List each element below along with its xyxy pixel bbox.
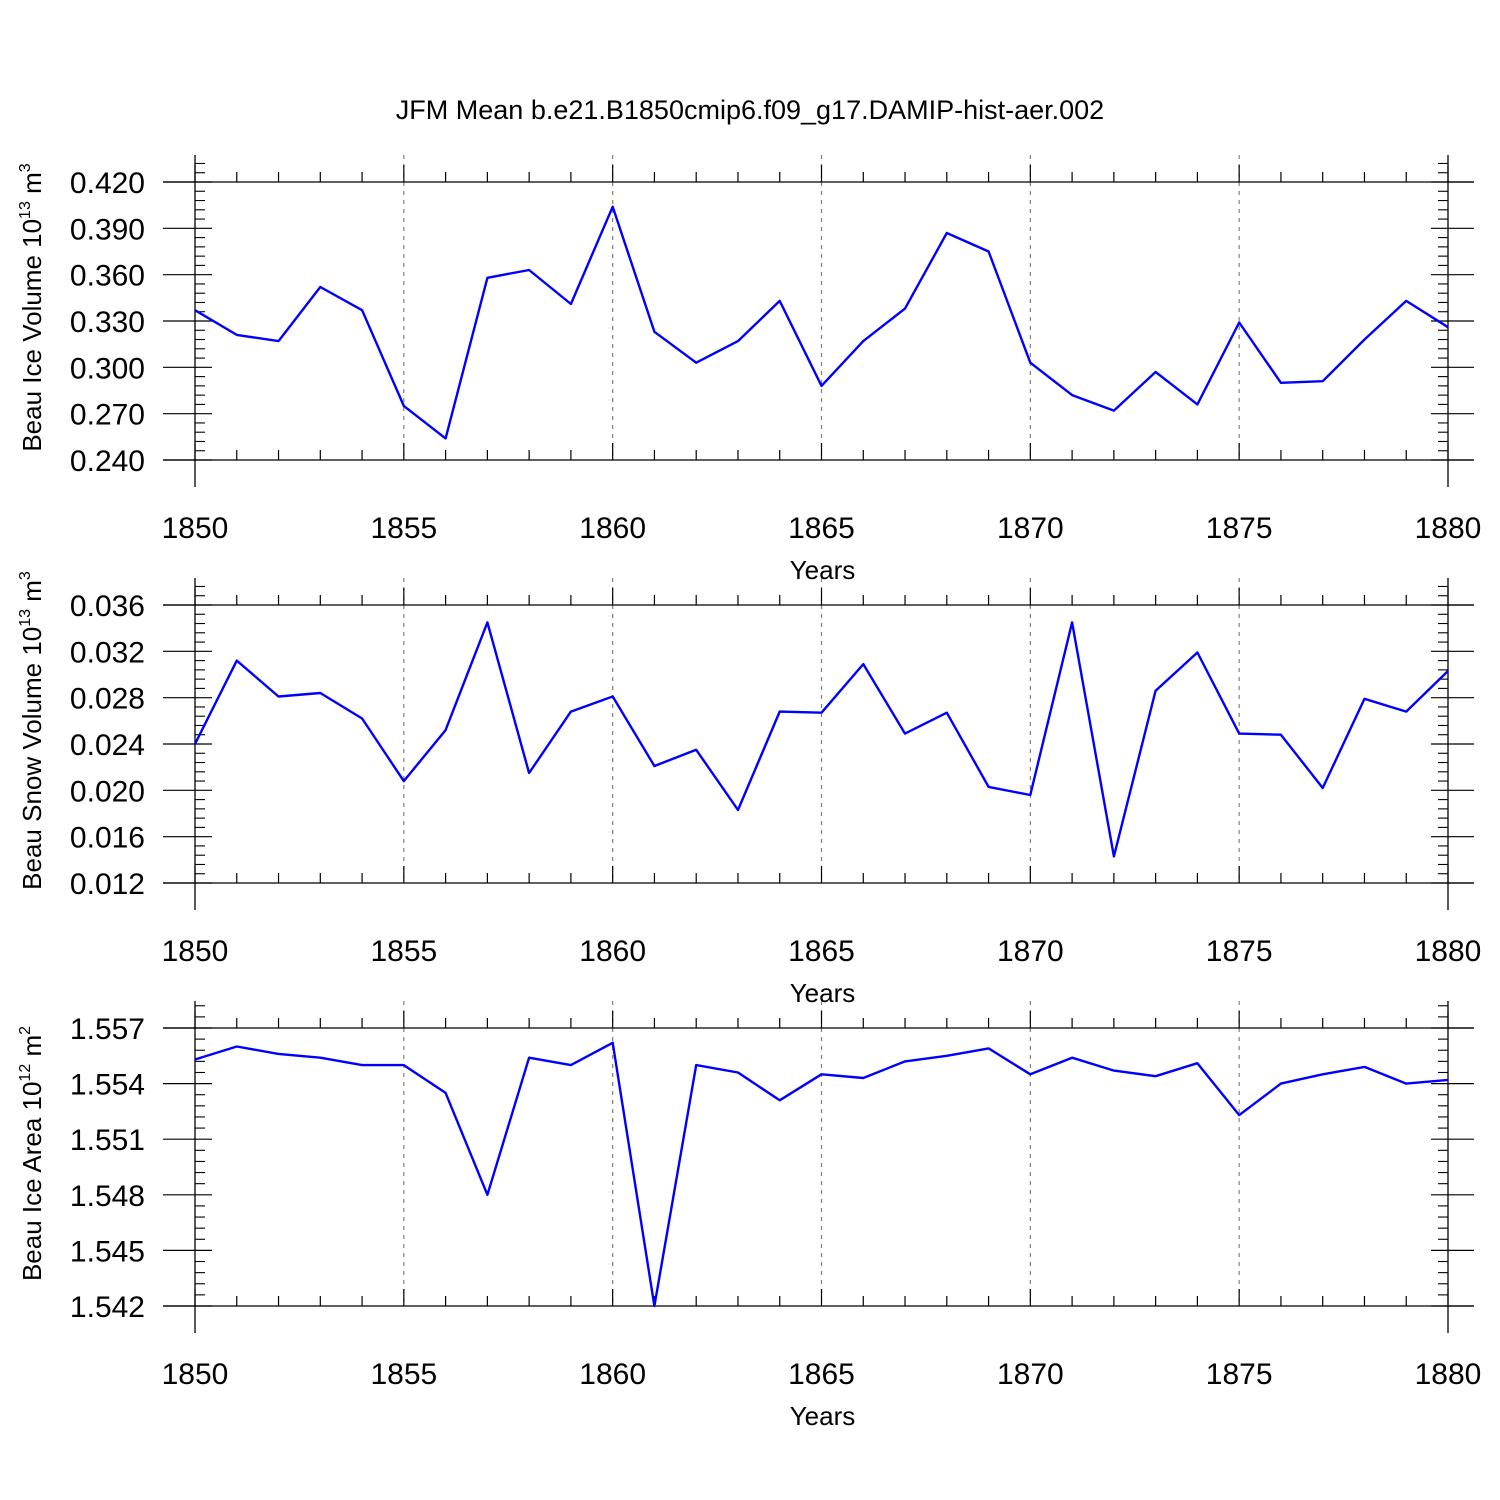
x-tick-label: 1875	[1206, 512, 1273, 545]
x-axis-title: Years	[790, 555, 856, 585]
y-tick-label: 0.420	[70, 167, 145, 200]
y-axis-title: Beau Snow Volume 1013 m3	[17, 571, 47, 890]
x-tick-label: 1860	[579, 935, 646, 968]
x-tick-label: 1880	[1415, 935, 1482, 968]
x-tick-label: 1875	[1206, 935, 1273, 968]
y-tick-label: 0.032	[70, 636, 145, 669]
y-tick-label: 0.036	[70, 590, 145, 623]
y-tick-label: 1.554	[70, 1069, 145, 1102]
y-tick-label: 0.240	[70, 445, 145, 478]
x-tick-label: 1865	[788, 512, 855, 545]
y-tick-label: 1.545	[70, 1235, 145, 1268]
x-tick-label: 1860	[579, 1358, 646, 1391]
y-tick-label: 0.390	[70, 213, 145, 246]
y-tick-label: 1.542	[70, 1291, 145, 1324]
x-tick-label: 1860	[579, 512, 646, 545]
y-tick-label: 0.020	[70, 775, 145, 808]
chart-panel-3: 1.557 1.554 1.551 1.548 1.545 1.542 1850 1855 18…	[17, 1001, 1481, 1431]
x-tick-label: 1870	[997, 935, 1064, 968]
chart-title: JFM Mean b.e21.B1850cmip6.f09_g17.DAMIP-…	[396, 95, 1104, 125]
y-tick-label: 0.330	[70, 306, 145, 339]
x-tick-label: 1865	[788, 935, 855, 968]
x-tick-label: 1870	[997, 512, 1064, 545]
chart-panel-2: 0.036 0.032 0.028 0.024 0.020 0.016 0.012 1850 1…	[17, 571, 1481, 1008]
y-tick-label: 1.548	[70, 1180, 145, 1213]
x-tick-label: 1875	[1206, 1358, 1273, 1391]
series-line	[194, 1041, 1449, 1308]
y-tick-label: 1.551	[70, 1124, 145, 1157]
y-tick-label: 0.012	[70, 868, 145, 901]
x-tick-label: 1850	[162, 512, 229, 545]
x-tick-label: 1855	[370, 1358, 437, 1391]
series-line	[193, 621, 1449, 858]
x-tick-label: 1870	[997, 1358, 1064, 1391]
y-tick-label: 0.016	[70, 822, 145, 855]
y-axis-title: Beau Ice Area 1012 m2	[17, 1026, 47, 1281]
x-tick-label: 1865	[788, 1358, 855, 1391]
x-tick-label: 1855	[370, 935, 437, 968]
x-tick-label: 1880	[1415, 512, 1482, 545]
y-tick-label: 0.270	[70, 399, 145, 432]
y-axis-title: Beau Ice Volume 1013 m3	[17, 163, 47, 451]
x-tick-label: 1855	[370, 512, 437, 545]
chart-panel-1: 0.420 0.390 0.360 0.330 0.300 0.270 0.240 1850 1…	[17, 155, 1481, 585]
y-tick-label: 0.360	[70, 260, 145, 293]
y-tick-label: 0.028	[70, 683, 145, 716]
x-axis-title: Years	[790, 1401, 856, 1431]
x-axis-title: Years	[790, 978, 856, 1008]
x-tick-label: 1850	[162, 1358, 229, 1391]
series-line	[194, 205, 1449, 440]
x-tick-label: 1850	[162, 935, 229, 968]
y-tick-label: 1.557	[70, 1013, 145, 1046]
y-tick-label: 0.300	[70, 352, 145, 385]
x-tick-label: 1880	[1415, 1358, 1482, 1391]
y-tick-label: 0.024	[70, 729, 145, 762]
